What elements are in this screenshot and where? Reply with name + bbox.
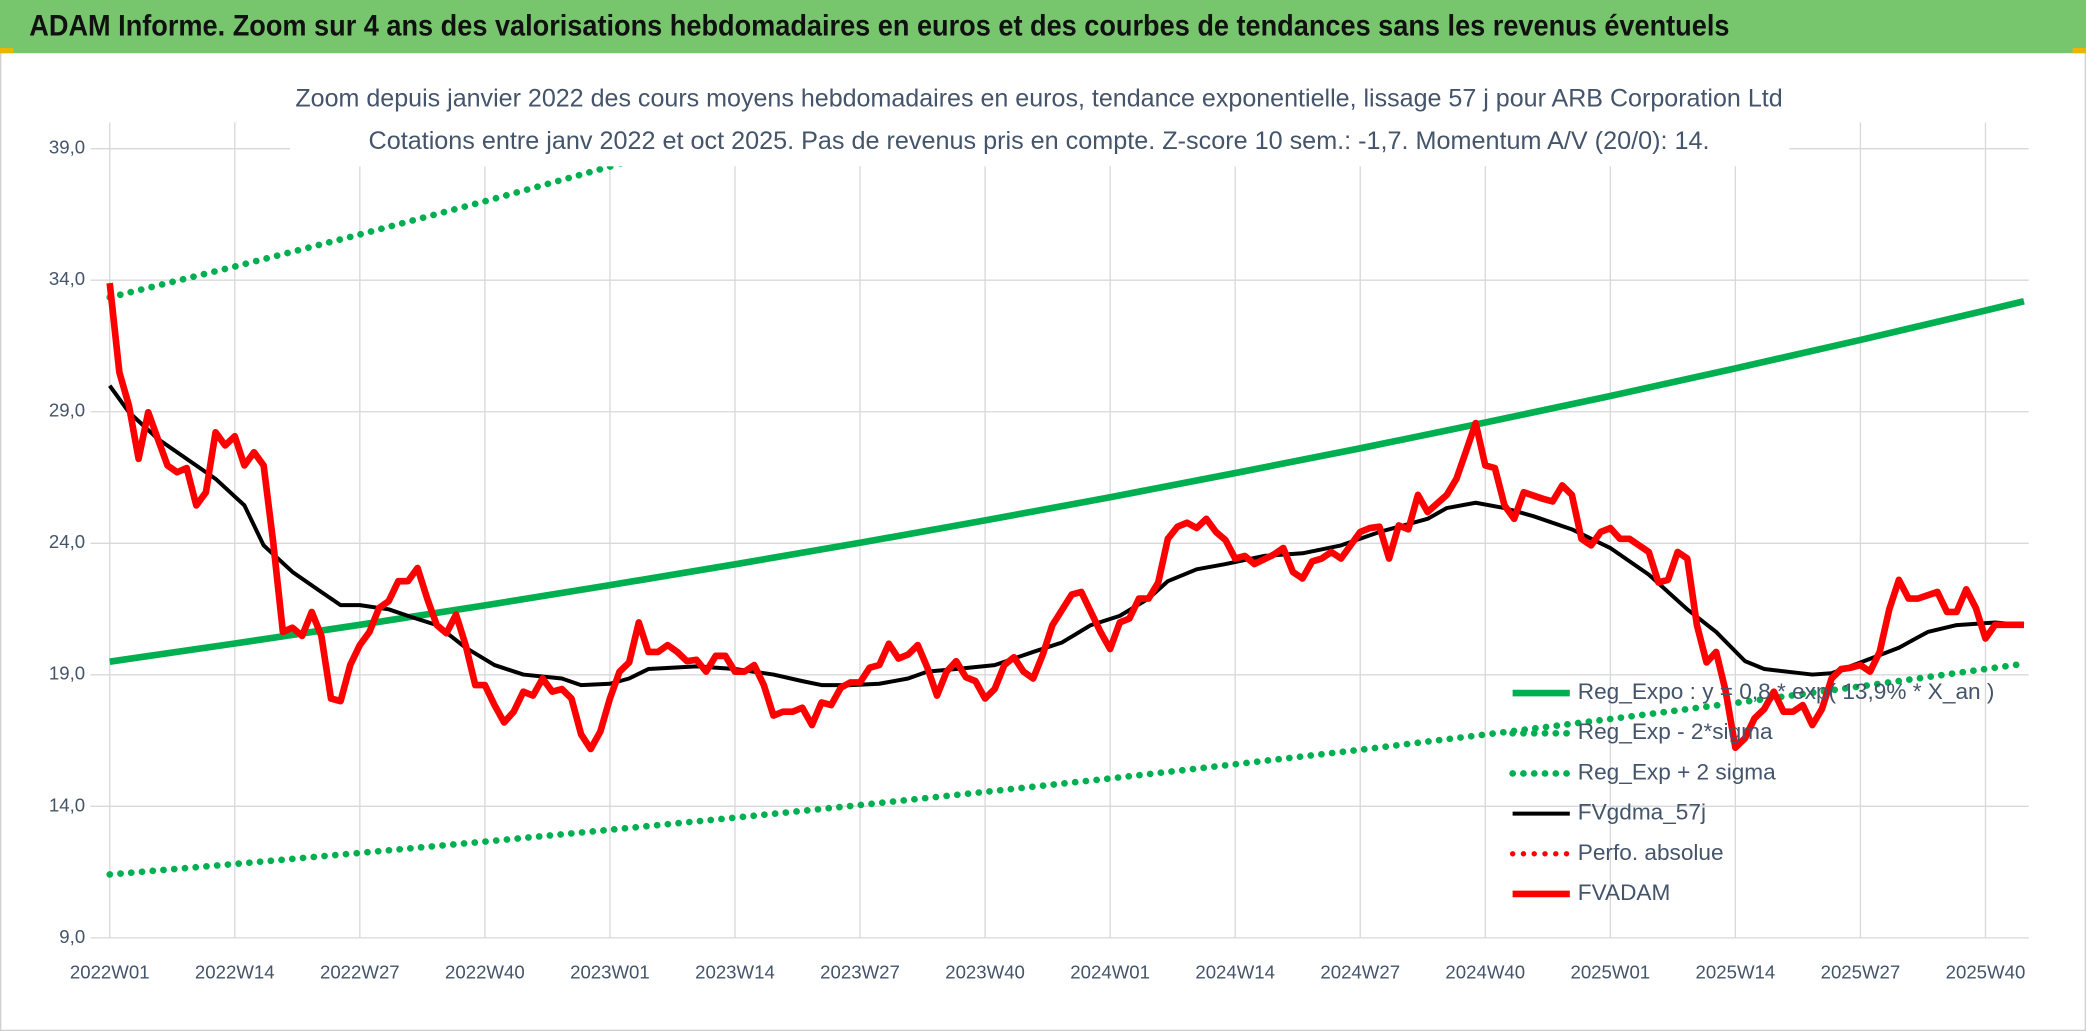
y-tick-label: 39,0: [49, 137, 85, 158]
title-bar-corner: [0, 47, 14, 54]
legend-label: FVADAM: [1578, 880, 1671, 905]
x-tick-label: 2023W40: [945, 962, 1025, 983]
series-line: [109, 298, 2025, 665]
subtitle-box: [290, 77, 1790, 167]
x-tick-label: 2025W40: [1946, 962, 2026, 983]
series-line: [106, 660, 2028, 878]
legend-label: Reg_Exp - 2*sigma: [1578, 719, 1773, 744]
y-tick-label: 29,0: [49, 400, 85, 421]
x-tick-label: 2022W14: [195, 962, 275, 983]
title-bar: [0, 0, 2086, 54]
x-tick-label: 2024W01: [1070, 962, 1150, 983]
x-tick-label: 2025W01: [1570, 962, 1650, 983]
x-tick-label: 2024W14: [1195, 962, 1275, 983]
x-tick-label: 2024W40: [1445, 962, 1525, 983]
y-tick-label: 14,0: [49, 794, 85, 815]
series-line: [106, 282, 2024, 753]
legend-label: FVgdma_57j: [1578, 800, 1706, 825]
x-tick-label: 2023W14: [695, 962, 775, 983]
x-tick-label: 2025W27: [1821, 962, 1901, 983]
legend: Reg_Expo : y = 0,8 * exp( 13,9% * X_an )…: [1509, 679, 1995, 905]
x-tick-label: 2024W27: [1320, 962, 1400, 983]
y-tick-label: 19,0: [49, 663, 85, 684]
chart-title: ADAM Informe. Zoom sur 4 ans des valoris…: [29, 11, 1729, 43]
chart-subtitle: Zoom depuis janvier 2022 des cours moyen…: [295, 84, 1782, 112]
x-tick-label: 2022W27: [320, 962, 400, 983]
axes: 9,0 14,0 19,0 24,0 29,0 34,0 39,0 2022W01 2022W1…: [49, 137, 2025, 983]
y-tick-label: 9,0: [59, 926, 85, 947]
x-tick-label: 2022W40: [445, 962, 525, 983]
legend-label: Reg_Exp + 2 sigma: [1578, 759, 1776, 784]
chart-subtitle: Cotations entre janv 2022 et oct 2025. P…: [369, 127, 1710, 155]
x-tick-label: 2025W14: [1696, 962, 1776, 983]
plot-lines: [106, 122, 2028, 878]
legend-label: Perfo. absolue: [1578, 840, 1724, 865]
series-line: [106, 122, 777, 301]
x-tick-label: 2022W01: [70, 962, 150, 983]
x-tick-label: 2023W01: [570, 962, 650, 983]
legend-label: Reg_Expo : y = 0,8 * exp( 13,9% * X_an ): [1578, 679, 1995, 704]
y-tick-label: 24,0: [49, 531, 85, 552]
title-bar-corner: [2072, 47, 2086, 54]
x-tick-label: 2023W27: [820, 962, 900, 983]
y-tick-label: 34,0: [49, 268, 85, 289]
